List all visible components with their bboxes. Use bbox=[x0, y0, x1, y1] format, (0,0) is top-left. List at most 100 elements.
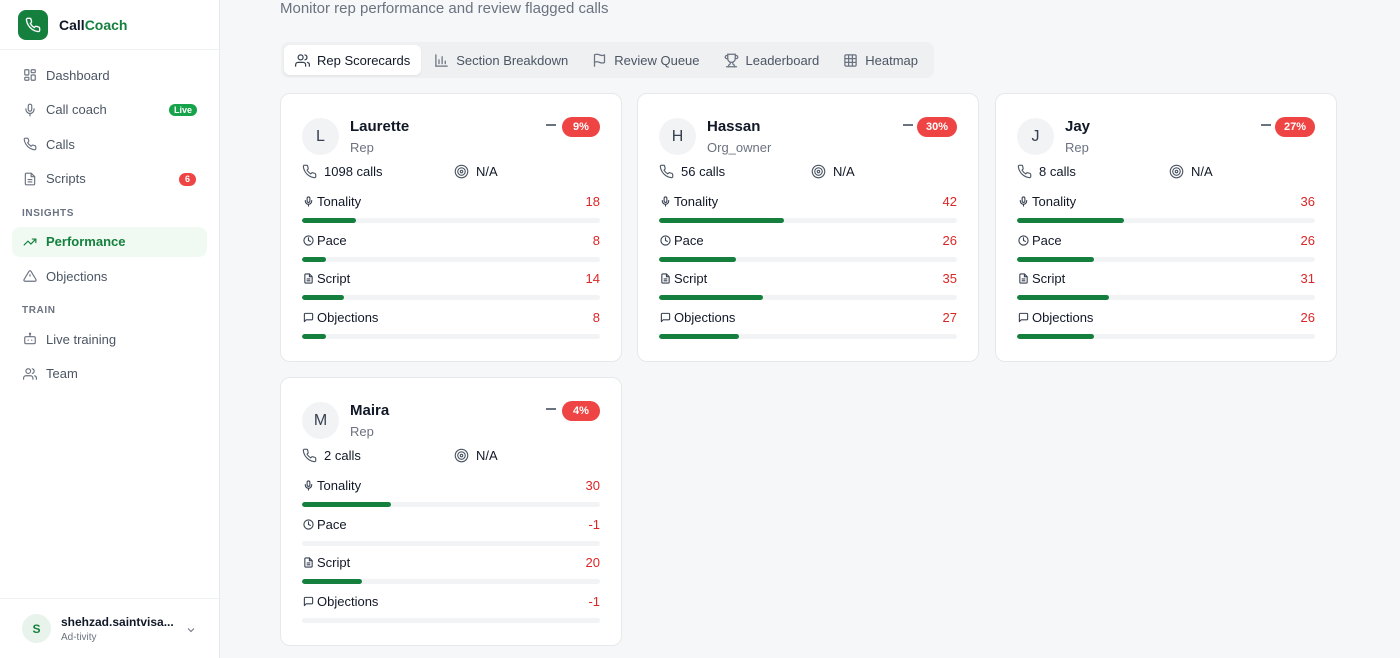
sidebar-nav: Dashboard Call coach Live Calls Scripts … bbox=[0, 50, 219, 389]
metric-label: Pace bbox=[302, 517, 347, 532]
card-header: H Hassan Org_owner 30% bbox=[659, 115, 957, 155]
clock-icon bbox=[1017, 234, 1029, 246]
metric-bar-track bbox=[659, 256, 957, 262]
card-meta: 2 calls N/A bbox=[302, 448, 600, 466]
metric-row-script: Script 35 bbox=[659, 271, 957, 310]
clock-icon bbox=[659, 234, 671, 246]
call-count: 8 calls bbox=[1017, 164, 1076, 179]
metric-list: Tonality 30 Pace -1 Script 20 Objections… bbox=[302, 478, 600, 632]
sidebar-item-live-training[interactable]: Live training bbox=[12, 324, 207, 354]
metric-list: Tonality 18 Pace 8 Script 14 Objections … bbox=[302, 194, 600, 348]
scripts-count-badge: 6 bbox=[179, 172, 196, 186]
metric-value: 26 bbox=[942, 232, 957, 248]
metric-label-text: Script bbox=[674, 271, 708, 286]
metric-value: -1 bbox=[588, 593, 600, 609]
message-icon bbox=[1017, 311, 1029, 323]
phone-icon bbox=[659, 164, 674, 179]
metric-row-objections: Objections 8 bbox=[302, 310, 600, 349]
metric-bar-fill bbox=[302, 256, 326, 262]
rep-name: Jay bbox=[1065, 118, 1091, 135]
metric-bar-fill bbox=[1017, 333, 1095, 339]
document-icon bbox=[1017, 273, 1029, 285]
sidebar-section-train: TRAIN bbox=[22, 305, 56, 316]
metric-label: Objections bbox=[659, 310, 735, 325]
minus-icon bbox=[1261, 124, 1271, 126]
call-count-text: 8 calls bbox=[1039, 164, 1076, 179]
sidebar-item-label: Dashboard bbox=[46, 67, 110, 83]
tab-leaderboard[interactable]: Leaderboard bbox=[713, 45, 831, 75]
target-icon bbox=[1169, 164, 1184, 179]
sidebar-item-performance[interactable]: Performance bbox=[12, 226, 207, 257]
tab-rep-scorecards[interactable]: Rep Scorecards bbox=[284, 45, 422, 75]
minus-icon bbox=[546, 124, 556, 126]
metric-bar-fill bbox=[1017, 218, 1125, 223]
metric-list: Tonality 42 Pace 26 Script 35 Objections… bbox=[659, 194, 957, 348]
sidebar-item-label: Call coach bbox=[46, 102, 107, 117]
metric-bar-track bbox=[302, 617, 600, 623]
user-org: Ad-tivity bbox=[61, 631, 97, 643]
message-icon bbox=[659, 311, 671, 323]
message-icon bbox=[302, 595, 314, 607]
sidebar-item-objections[interactable]: Objections bbox=[12, 261, 207, 291]
call-count: 56 calls bbox=[659, 164, 725, 179]
tab-review-queue[interactable]: Review Queue bbox=[581, 45, 710, 75]
sidebar-item-team[interactable]: Team bbox=[12, 359, 207, 389]
mic-icon bbox=[22, 102, 37, 117]
metric-label-text: Pace bbox=[317, 516, 347, 532]
target-icon bbox=[454, 448, 469, 463]
trend-badge: 4% bbox=[562, 401, 600, 421]
metric-value: 20 bbox=[585, 555, 600, 570]
brand[interactable]: CallCoach bbox=[0, 0, 219, 50]
tab-section-breakdown[interactable]: Section Breakdown bbox=[423, 45, 579, 75]
metric-bar-fill bbox=[302, 218, 356, 223]
rep-scorecard-laurette[interactable]: L Laurette Rep 9% 1098 calls N/A Tonalit… bbox=[280, 93, 622, 362]
tab-label: Leaderboard bbox=[745, 52, 820, 68]
phone-logo-icon bbox=[18, 9, 48, 40]
minus-icon bbox=[546, 408, 556, 410]
mic-icon bbox=[302, 196, 314, 208]
sidebar-item-label: Performance bbox=[46, 234, 126, 249]
overall-score-text: N/A bbox=[1191, 164, 1213, 179]
overall-score: N/A bbox=[811, 164, 855, 179]
phone-icon bbox=[1017, 164, 1032, 179]
metric-value: 18 bbox=[585, 194, 600, 209]
sidebar-item-dashboard[interactable]: Dashboard bbox=[12, 60, 207, 90]
dashboard-icon bbox=[22, 68, 37, 83]
users-icon bbox=[295, 53, 310, 68]
metric-label: Script bbox=[1017, 271, 1065, 286]
bot-icon bbox=[22, 332, 37, 347]
avatar: L bbox=[302, 118, 339, 155]
metric-bar-track bbox=[302, 540, 600, 546]
metric-bar-track bbox=[302, 333, 600, 339]
avatar: H bbox=[659, 118, 696, 155]
sidebar-item-label: Scripts bbox=[46, 171, 86, 186]
sidebar-item-call-coach[interactable]: Call coach Live bbox=[12, 95, 207, 125]
tab-heatmap[interactable]: Heatmap bbox=[832, 45, 929, 75]
metric-label: Tonality bbox=[302, 194, 361, 209]
metric-row-pace: Pace 26 bbox=[659, 233, 957, 272]
metric-bar-fill bbox=[659, 333, 740, 339]
metric-row-objections: Objections 27 bbox=[659, 310, 957, 349]
mic-icon bbox=[1017, 196, 1029, 208]
metric-row-pace: Pace 8 bbox=[302, 233, 600, 272]
sidebar-item-scripts[interactable]: Scripts 6 bbox=[12, 164, 207, 194]
brand-name: CallCoach bbox=[59, 16, 128, 33]
sidebar-item-label: Live training bbox=[46, 331, 117, 347]
card-meta: 8 calls N/A bbox=[1017, 164, 1315, 182]
rep-scorecard-maira[interactable]: M Maira Rep 4% 2 calls N/A Tonality 30 bbox=[280, 377, 622, 646]
rep-name: Maira bbox=[350, 402, 390, 419]
metric-value: 8 bbox=[592, 232, 600, 248]
metric-bar-fill bbox=[302, 295, 344, 300]
overall-score-text: N/A bbox=[476, 448, 498, 463]
metric-label-text: Objections bbox=[317, 593, 379, 609]
sidebar-section-insights: INSIGHTS bbox=[22, 207, 75, 219]
metric-value: 26 bbox=[1300, 232, 1315, 248]
chevron-down-icon bbox=[185, 623, 197, 641]
sidebar-item-calls[interactable]: Calls bbox=[12, 129, 207, 159]
target-icon bbox=[454, 164, 469, 179]
card-header: J Jay Rep 27% bbox=[1017, 115, 1315, 155]
rep-scorecard-jay[interactable]: J Jay Rep 27% 8 calls N/A Tonality 36 bbox=[995, 93, 1337, 362]
rep-scorecard-hassan[interactable]: H Hassan Org_owner 30% 56 calls N/A Tona… bbox=[637, 93, 979, 362]
user-menu[interactable]: S shehzad.saintvisa... Ad-tivity bbox=[0, 598, 219, 658]
sidebar-item-label: Team bbox=[46, 366, 78, 381]
